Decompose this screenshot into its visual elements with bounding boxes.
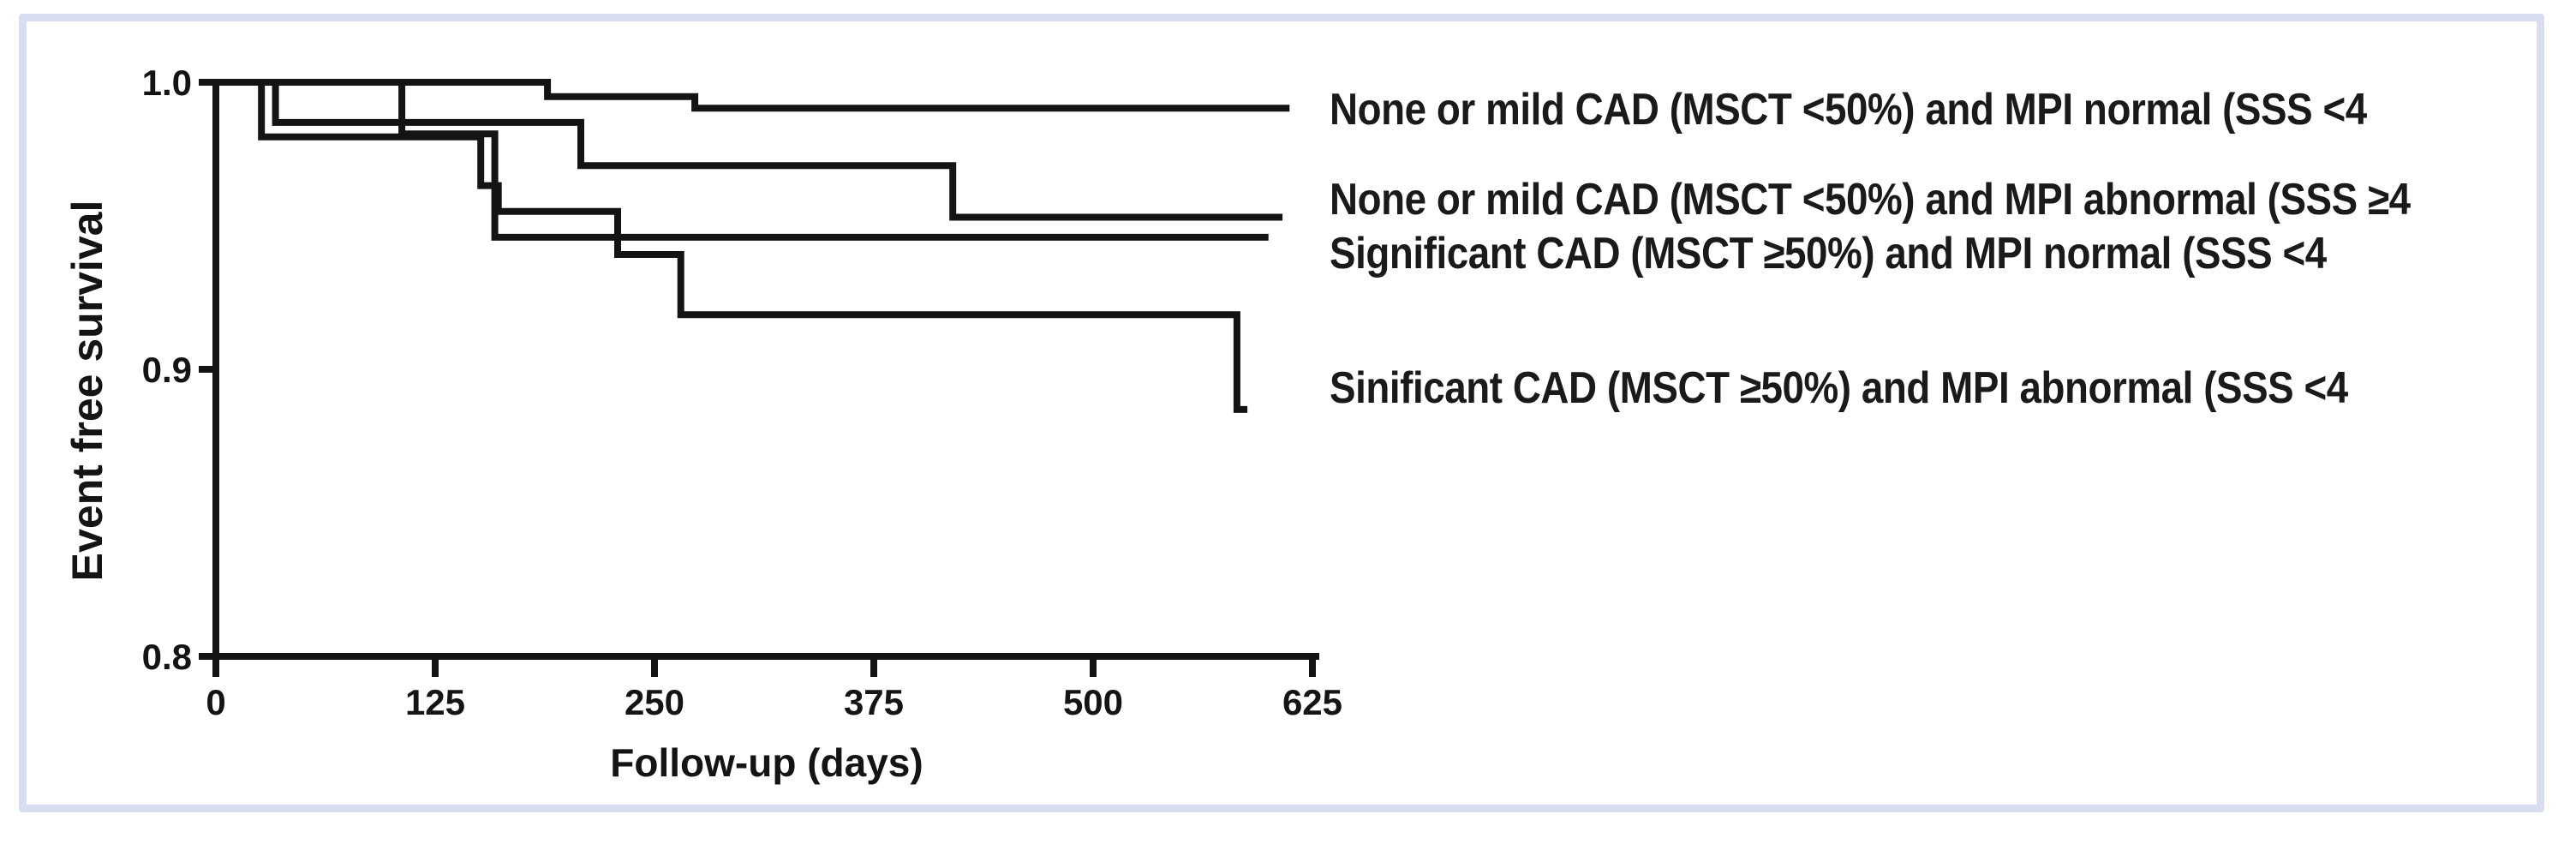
survival-curve-4 — [212, 79, 1248, 413]
survival-curve-1 — [212, 79, 1290, 112]
x-tick-label: 0 — [206, 682, 225, 722]
legend-label-1: None or mild CAD (MSCT <50%) and MPI nor… — [1330, 85, 2367, 135]
figure-border-frame — [19, 14, 2544, 812]
y-tick-label: 0.9 — [142, 350, 192, 390]
y-tick-label: 1.0 — [142, 63, 192, 103]
x-tick-label: 375 — [844, 682, 904, 722]
legend-label-4: Sinificant CAD (MSCT ≥50%) and MPI abnor… — [1330, 363, 2348, 413]
legend-label-2: None or mild CAD (MSCT <50%) and MPI abn… — [1330, 175, 2411, 224]
x-tick-label: 625 — [1282, 682, 1342, 722]
y-axis-title: Event free survival — [63, 200, 111, 582]
survival-curve-2 — [212, 79, 1283, 221]
y-tick-label: 0.8 — [142, 637, 192, 677]
x-axis-title: Follow-up (days) — [610, 740, 923, 785]
x-tick-label: 125 — [405, 682, 465, 722]
x-tick-label: 500 — [1063, 682, 1123, 722]
legend-label-3: Significant CAD (MSCT ≥50%) and MPI norm… — [1330, 229, 2327, 278]
x-tick-label: 250 — [625, 682, 684, 722]
